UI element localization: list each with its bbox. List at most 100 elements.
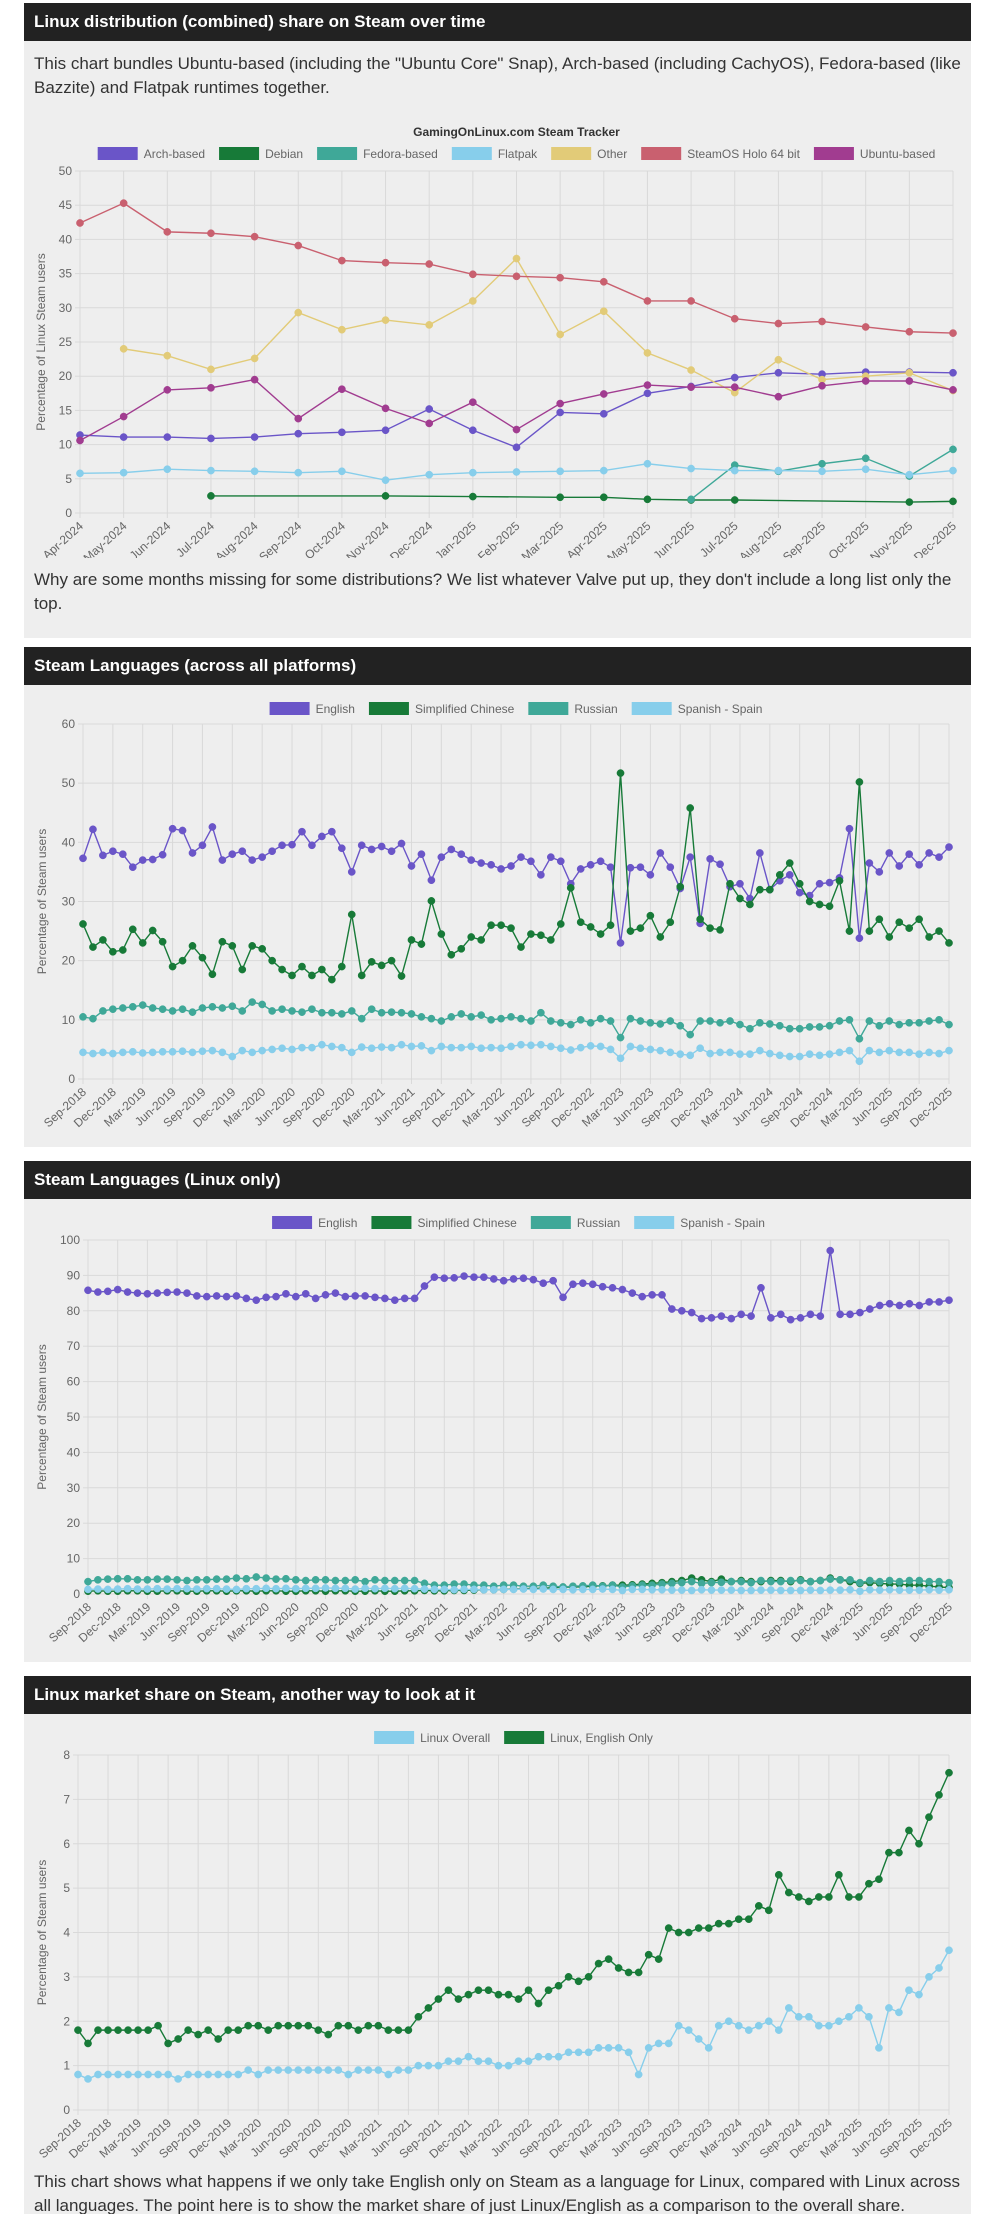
data-point	[427, 876, 436, 885]
data-point	[144, 2026, 152, 2034]
data-point	[103, 1585, 112, 1594]
y-tick-label: 20	[59, 369, 73, 383]
data-point	[331, 1289, 340, 1297]
section-outro: This chart shows what happens if we only…	[34, 2172, 961, 2214]
data-point	[497, 921, 505, 930]
data-point	[384, 2026, 393, 2034]
data-point	[338, 428, 346, 437]
data-point	[103, 1287, 112, 1296]
data-point	[885, 1848, 893, 1857]
data-point	[767, 1577, 775, 1586]
legend-label: Spanish - Spain	[678, 702, 763, 716]
data-point	[835, 876, 844, 885]
data-point	[644, 1950, 653, 1959]
data-point	[945, 1585, 953, 1594]
data-point	[427, 897, 436, 905]
data-point	[706, 1049, 714, 1058]
data-point	[447, 845, 456, 854]
data-point	[556, 857, 565, 866]
data-point	[915, 860, 923, 869]
data-point	[895, 1586, 904, 1594]
data-point	[915, 1301, 924, 1310]
legend-label: Other	[597, 147, 627, 161]
data-point	[875, 2044, 883, 2052]
data-point	[925, 1577, 934, 1586]
data-point	[687, 297, 695, 305]
data-point	[865, 1879, 873, 1888]
data-point	[566, 1020, 575, 1029]
data-point	[497, 865, 505, 873]
x-tick-label: Feb-2025	[475, 519, 523, 558]
legend-swatch	[530, 1216, 571, 1229]
data-point	[687, 1577, 696, 1586]
data-point	[925, 1048, 933, 1057]
data-point	[658, 1585, 666, 1594]
data-point	[576, 1043, 585, 1052]
data-point	[204, 2026, 212, 2034]
data-point	[457, 1010, 466, 1018]
legend-swatch	[641, 147, 682, 160]
data-point	[875, 1021, 884, 1030]
data-point	[805, 1023, 814, 1031]
data-point	[644, 2044, 653, 2052]
data-point	[935, 1298, 943, 1306]
data-point	[128, 1002, 137, 1011]
data-point	[855, 1057, 864, 1066]
x-tick-label: Sep-2024	[256, 519, 304, 558]
data-point	[646, 871, 655, 879]
data-point	[614, 2044, 623, 2052]
y-tick-label: 10	[67, 1552, 81, 1566]
data-point	[357, 1014, 366, 1023]
data-point	[576, 865, 585, 873]
data-point	[925, 1017, 933, 1025]
data-point	[737, 1577, 746, 1586]
data-point	[367, 845, 376, 854]
data-point	[467, 856, 476, 864]
data-point	[424, 2004, 433, 2012]
data-point	[638, 1585, 647, 1594]
data-point	[163, 386, 172, 394]
data-point	[925, 849, 933, 857]
data-point	[925, 1298, 934, 1306]
data-point	[686, 853, 695, 861]
data-point	[420, 1585, 429, 1593]
data-point	[636, 1044, 645, 1053]
data-point	[717, 1586, 726, 1594]
data-point	[484, 2057, 493, 2066]
data-point	[163, 351, 172, 360]
data-point	[218, 1048, 227, 1057]
data-point	[785, 1024, 794, 1033]
data-point	[193, 1575, 201, 1584]
data-point	[544, 1986, 553, 1995]
data-point	[584, 2048, 593, 2057]
data-point	[915, 1576, 924, 1585]
data-point	[539, 1585, 548, 1593]
data-point	[734, 2021, 743, 2030]
legend-swatch	[317, 147, 358, 160]
data-point	[173, 1575, 181, 1584]
y-tick-label: 15	[59, 403, 73, 417]
data-point	[304, 2066, 313, 2074]
data-point	[724, 1919, 733, 1928]
chart: 012345678Sep-2018Dec-2018Mar-2019Jun-201…	[35, 1731, 955, 2161]
data-point	[556, 1018, 565, 1027]
data-point	[599, 307, 608, 316]
data-point	[244, 2021, 253, 2030]
y-tick-label: 80	[67, 1304, 81, 1318]
x-tick-label: Nov-2024	[344, 519, 392, 558]
data-point	[648, 1585, 656, 1594]
data-point	[654, 1955, 663, 1963]
data-point	[143, 1289, 152, 1298]
y-tick-label: 40	[59, 232, 73, 246]
legend-label: Linux, English Only	[550, 1731, 653, 1745]
data-point	[825, 878, 834, 887]
data-point	[321, 1575, 330, 1584]
data-point	[504, 2061, 513, 2070]
data-point	[487, 1015, 495, 1024]
y-tick-label: 45	[59, 198, 73, 212]
data-point	[507, 1013, 515, 1021]
data-point	[686, 804, 695, 812]
data-point	[337, 962, 346, 971]
data-point	[915, 1018, 923, 1027]
data-point	[724, 2017, 733, 2026]
